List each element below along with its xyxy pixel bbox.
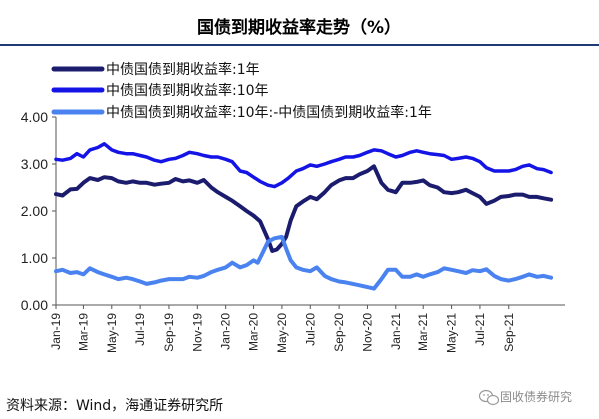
wechat-icon xyxy=(478,389,500,406)
watermark-label: 固收债券研究 xyxy=(500,389,572,404)
legend-label-spread: 中债国债到期收益率:10年:-中债国债到期收益率:1年 xyxy=(106,104,432,121)
x-tick-label: Sep-19 xyxy=(162,313,176,352)
x-tick-label: Mar-19 xyxy=(76,313,90,351)
series-line-10y xyxy=(54,142,553,189)
x-tick-label: Jul-21 xyxy=(473,313,487,346)
x-tick-label: Jan-19 xyxy=(49,313,63,350)
legend-label-10y: 中债国债到期收益率:10年 xyxy=(106,82,269,99)
x-tick-label: Jan-20 xyxy=(219,313,233,350)
x-tick-label: May-21 xyxy=(445,313,459,353)
x-tick-label: Nov-19 xyxy=(190,313,204,352)
legend-label-1y: 中债国债到期收益率:1年 xyxy=(106,61,260,78)
legend: 中债国债到期收益率:1年 中债国债到期收益率:10年 中债国债到期收益率:10年… xyxy=(51,61,432,121)
y-axis-ticks: 0.00 1.00 2.00 3.00 4.00 xyxy=(21,109,56,313)
y-tick-label: 3.00 xyxy=(21,156,48,172)
x-tick-label: May-19 xyxy=(105,313,119,353)
series-line-1y xyxy=(54,164,554,253)
legend-item-10y: 中债国债到期收益率:10年 xyxy=(51,82,269,99)
x-tick-label: Jan-21 xyxy=(389,313,403,350)
x-tick-label: Jul-20 xyxy=(303,313,317,346)
x-tick-label: Mar-21 xyxy=(416,313,430,351)
y-tick-label: 4.00 xyxy=(21,109,48,125)
x-tick-label: Jul-19 xyxy=(133,313,147,346)
source-note: 资料来源：Wind，海通证券研究所 xyxy=(6,398,223,414)
chart-title: 国债到期收益率走势（%） xyxy=(197,17,401,38)
x-axis-ticks: Jan-19 Mar-19 May-19 Jul-19 Sep-19 Nov-19 Jan-… xyxy=(49,305,516,353)
x-tick-label: Sep-21 xyxy=(502,313,516,352)
x-tick-label: Mar-20 xyxy=(247,313,261,351)
series-line-spread xyxy=(54,234,554,291)
legend-item-1y: 中债国债到期收益率:1年 xyxy=(51,61,260,78)
y-tick-label: 1.00 xyxy=(21,250,48,266)
y-tick-label: 2.00 xyxy=(21,203,48,219)
watermark: 固收债券研究 xyxy=(478,389,572,406)
series-lines xyxy=(54,142,554,291)
x-tick-label: Sep-20 xyxy=(332,313,346,352)
legend-item-spread: 中债国债到期收益率:10年:-中债国债到期收益率:1年 xyxy=(51,104,432,121)
y-tick-label: 0.00 xyxy=(21,297,48,313)
x-tick-label: May-20 xyxy=(275,313,289,353)
x-tick-label: Nov-20 xyxy=(360,313,374,352)
